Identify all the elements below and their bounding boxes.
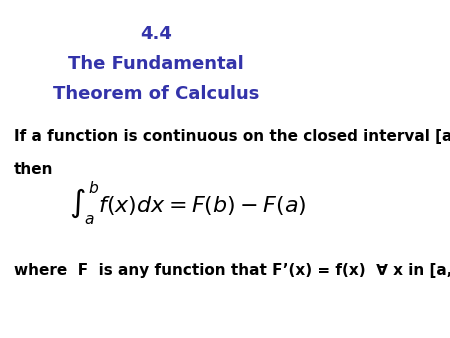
- Text: 4.4: 4.4: [140, 25, 172, 43]
- Text: If a function is continuous on the closed interval [a, b],: If a function is continuous on the close…: [14, 129, 450, 144]
- Text: where  F  is any function that F’(x) = f(x)  ∀ x in [a, b].: where F is any function that F’(x) = f(x…: [14, 263, 450, 278]
- Text: The Fundamental: The Fundamental: [68, 55, 244, 73]
- Text: $\int_a^b f(x)dx = F(b) - F(a)$: $\int_a^b f(x)dx = F(b) - F(a)$: [69, 179, 307, 227]
- Text: Theorem of Calculus: Theorem of Calculus: [53, 85, 259, 103]
- Text: then: then: [14, 162, 53, 177]
